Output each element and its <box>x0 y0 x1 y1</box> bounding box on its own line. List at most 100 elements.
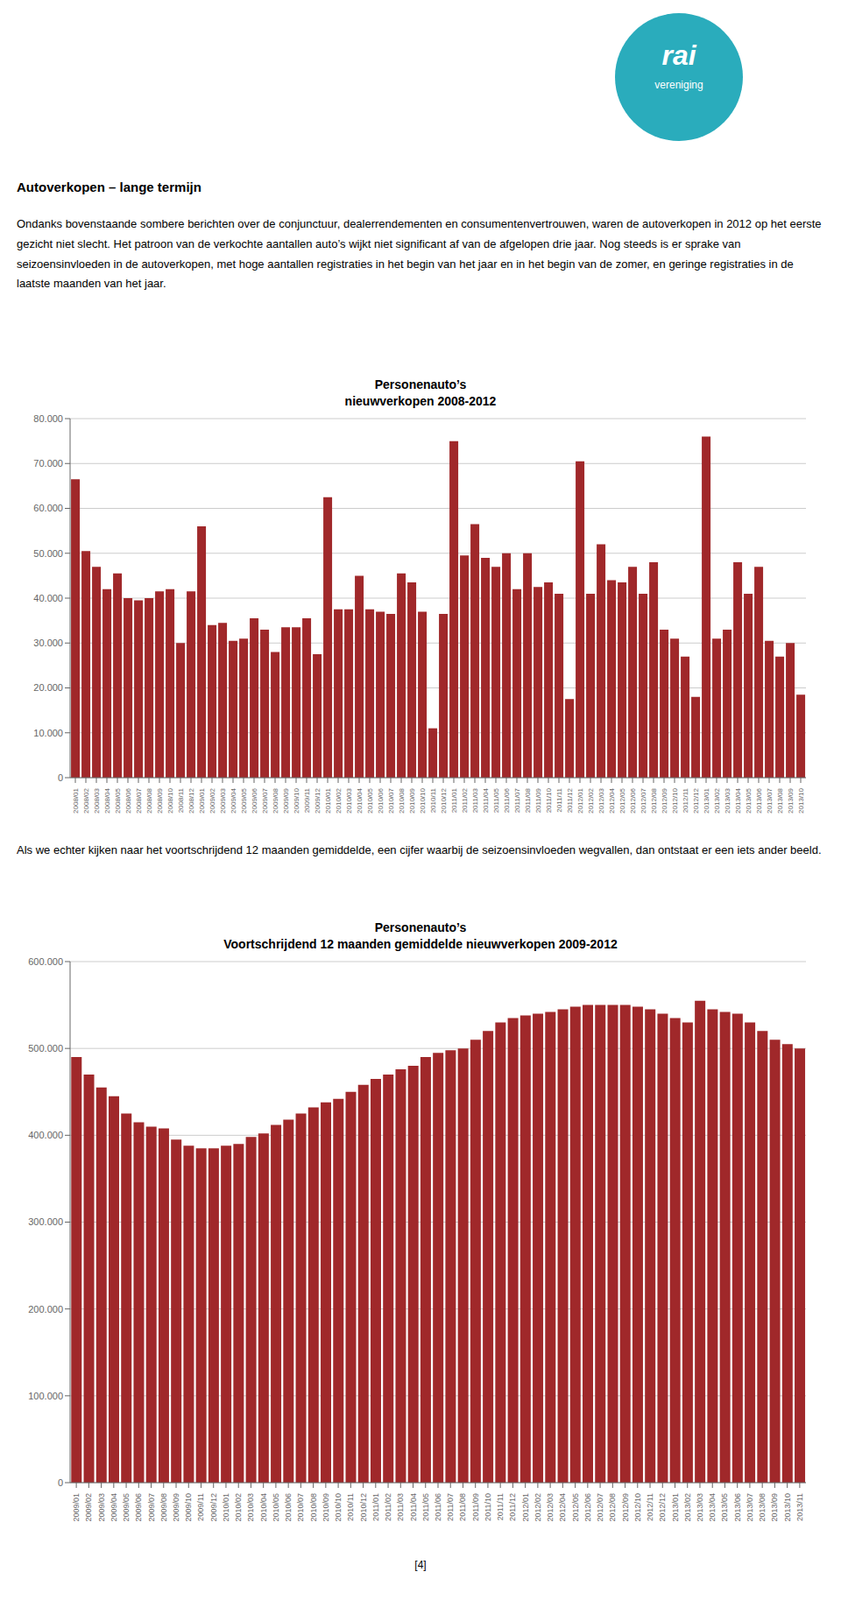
svg-text:2013/05: 2013/05 <box>744 787 753 813</box>
svg-text:80.000: 80.000 <box>33 413 64 425</box>
svg-text:2013/06: 2013/06 <box>755 787 764 813</box>
svg-text:2013/08: 2013/08 <box>757 1493 767 1523</box>
svg-text:2012/01: 2012/01 <box>576 787 585 813</box>
svg-text:2012/02: 2012/02 <box>586 787 595 813</box>
svg-text:2009/01: 2009/01 <box>71 1493 81 1523</box>
svg-text:2009/03: 2009/03 <box>97 1493 107 1523</box>
svg-text:2012/12: 2012/12 <box>657 1493 667 1523</box>
svg-text:2011/11: 2011/11 <box>555 787 564 813</box>
svg-text:0: 0 <box>57 772 64 784</box>
svg-text:2013/02: 2013/02 <box>713 787 721 813</box>
svg-text:2010/06: 2010/06 <box>376 787 385 813</box>
svg-text:2010/10: 2010/10 <box>418 787 427 813</box>
svg-text:2013/09: 2013/09 <box>770 1493 779 1523</box>
svg-text:2012/07: 2012/07 <box>639 787 648 813</box>
svg-text:2013/07: 2013/07 <box>765 787 774 813</box>
svg-text:2013/10: 2013/10 <box>797 787 806 813</box>
svg-text:2010/08: 2010/08 <box>397 787 406 813</box>
svg-text:2010/05: 2010/05 <box>366 787 375 813</box>
svg-text:2008/12: 2008/12 <box>187 787 196 813</box>
svg-text:2010/12: 2010/12 <box>439 787 448 813</box>
svg-text:2009/06: 2009/06 <box>250 787 259 813</box>
svg-text:2012/02: 2012/02 <box>533 1493 543 1523</box>
svg-text:2008/08: 2008/08 <box>145 787 154 813</box>
svg-text:2012/09: 2012/09 <box>660 787 669 813</box>
svg-text:2011/02: 2011/02 <box>460 787 469 813</box>
svg-text:2011/08: 2011/08 <box>458 1493 467 1522</box>
svg-text:2012/07: 2012/07 <box>595 1493 605 1523</box>
svg-text:2009/07: 2009/07 <box>147 1493 156 1523</box>
svg-text:2012/08: 2012/08 <box>607 1493 617 1523</box>
svg-text:2011/02: 2011/02 <box>383 1493 393 1522</box>
svg-text:2009/08: 2009/08 <box>159 1493 169 1523</box>
svg-text:2009/04: 2009/04 <box>109 1493 119 1523</box>
svg-text:2010/02: 2010/02 <box>334 787 343 813</box>
svg-text:2013/02: 2013/02 <box>683 1493 693 1523</box>
svg-text:40.000: 40.000 <box>33 593 64 604</box>
svg-text:100.000: 100.000 <box>28 1391 64 1402</box>
svg-text:2013/03: 2013/03 <box>723 787 732 813</box>
svg-text:2013/01: 2013/01 <box>671 1493 680 1523</box>
svg-text:2010/07: 2010/07 <box>387 787 396 813</box>
svg-text:2008/01: 2008/01 <box>71 787 80 813</box>
svg-text:2012/05: 2012/05 <box>618 787 627 813</box>
svg-text:2008/05: 2008/05 <box>113 787 122 813</box>
svg-text:0: 0 <box>57 1477 64 1489</box>
svg-text:2010/12: 2010/12 <box>359 1493 368 1523</box>
svg-text:2008/10: 2008/10 <box>166 787 175 813</box>
svg-text:2011/04: 2011/04 <box>409 1493 418 1522</box>
svg-text:2009/04: 2009/04 <box>229 787 238 813</box>
svg-text:2011/10: 2011/10 <box>544 787 553 813</box>
svg-text:2010/08: 2010/08 <box>309 1493 319 1523</box>
svg-text:2013/04: 2013/04 <box>734 787 743 813</box>
svg-text:2010/03: 2010/03 <box>246 1493 255 1523</box>
svg-text:2008/11: 2008/11 <box>176 787 185 813</box>
svg-text:2013/09: 2013/09 <box>786 787 795 813</box>
svg-text:2008/02: 2008/02 <box>82 787 91 813</box>
svg-text:2011/10: 2011/10 <box>483 1493 493 1522</box>
svg-text:70.000: 70.000 <box>33 458 64 469</box>
svg-text:2009/07: 2009/07 <box>261 787 269 813</box>
svg-text:2011/07: 2011/07 <box>445 1493 455 1522</box>
svg-text:2011/06: 2011/06 <box>433 1493 443 1522</box>
svg-text:500.000: 500.000 <box>28 1043 64 1054</box>
svg-text:2009/11: 2009/11 <box>196 1493 205 1522</box>
svg-text:2013/05: 2013/05 <box>720 1493 729 1523</box>
svg-text:2009/05: 2009/05 <box>240 787 248 813</box>
svg-text:600.000: 600.000 <box>28 956 64 968</box>
svg-text:2010/09: 2010/09 <box>408 787 417 813</box>
svg-text:2010/01: 2010/01 <box>221 1493 231 1523</box>
svg-text:20.000: 20.000 <box>33 682 64 693</box>
svg-text:2013/11: 2013/11 <box>795 1493 805 1522</box>
svg-text:2011/06: 2011/06 <box>502 787 511 813</box>
svg-text:2010/06: 2010/06 <box>283 1493 293 1523</box>
svg-text:2012/12: 2012/12 <box>692 787 700 813</box>
svg-text:2010/11: 2010/11 <box>346 1493 355 1522</box>
svg-text:2012/06: 2012/06 <box>628 787 637 813</box>
svg-text:2013/01: 2013/01 <box>702 787 711 813</box>
svg-text:2011/03: 2011/03 <box>471 787 480 813</box>
svg-text:2010/05: 2010/05 <box>271 1493 281 1523</box>
svg-text:2011/04: 2011/04 <box>481 787 490 813</box>
svg-text:2009/09: 2009/09 <box>282 787 290 813</box>
svg-text:2008/07: 2008/07 <box>134 787 143 813</box>
svg-text:2010/03: 2010/03 <box>345 787 354 813</box>
svg-text:2012/05: 2012/05 <box>571 1493 580 1523</box>
svg-text:2010/09: 2010/09 <box>321 1493 331 1523</box>
svg-text:2009/01: 2009/01 <box>197 787 206 813</box>
svg-text:2012/09: 2012/09 <box>621 1493 630 1523</box>
svg-text:2010/07: 2010/07 <box>296 1493 305 1523</box>
svg-text:2012/03: 2012/03 <box>545 1493 555 1523</box>
svg-text:2012/08: 2012/08 <box>650 787 658 813</box>
svg-text:50.000: 50.000 <box>33 548 64 559</box>
svg-text:2012/11: 2012/11 <box>681 787 690 813</box>
svg-text:2009/06: 2009/06 <box>134 1493 143 1523</box>
svg-text:2012/06: 2012/06 <box>583 1493 593 1523</box>
svg-text:2012/01: 2012/01 <box>521 1493 531 1523</box>
svg-text:2011/03: 2011/03 <box>395 1493 405 1522</box>
svg-text:2011/12: 2011/12 <box>508 1493 517 1522</box>
svg-text:2010/10: 2010/10 <box>333 1493 343 1523</box>
svg-text:2010/04: 2010/04 <box>259 1493 269 1523</box>
svg-text:2013/07: 2013/07 <box>745 1493 755 1523</box>
svg-text:2009/05: 2009/05 <box>121 1493 131 1523</box>
